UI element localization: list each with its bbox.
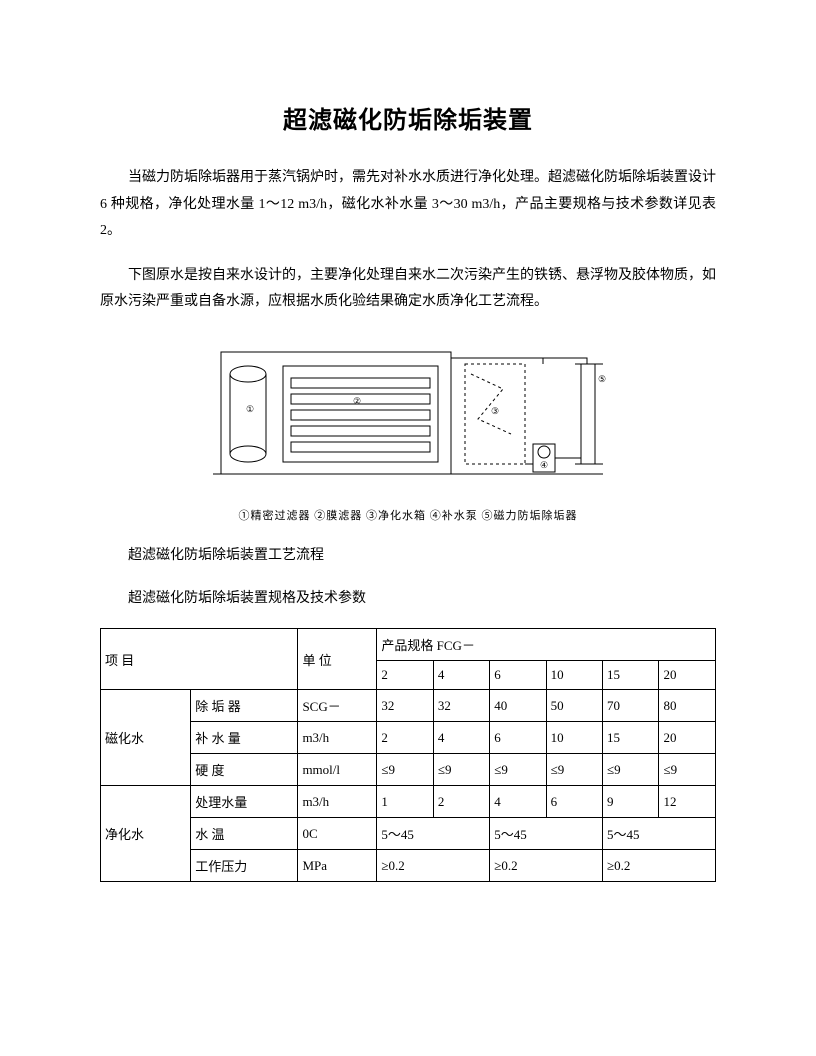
table-row: 补 水 量 m3/h 2 4 6 10 15 20 bbox=[101, 722, 716, 754]
row-unit: SCG－ bbox=[298, 690, 377, 722]
cell: ≥0.2 bbox=[377, 850, 490, 882]
cell: ≤9 bbox=[546, 754, 602, 786]
cell: 70 bbox=[603, 690, 659, 722]
cell: ≤9 bbox=[659, 754, 716, 786]
cell: 2 bbox=[377, 722, 433, 754]
page-title: 超滤磁化防垢除垢装置 bbox=[100, 100, 716, 135]
row-label: 硬 度 bbox=[191, 754, 298, 786]
spec-table: 项 目 单 位 产品规格 FCG－ 2 4 6 10 15 20 磁化水 除 垢… bbox=[100, 628, 716, 882]
row-label: 补 水 量 bbox=[191, 722, 298, 754]
cell: 9 bbox=[603, 786, 659, 818]
group-name: 磁化水 bbox=[101, 690, 191, 786]
svg-text:①: ① bbox=[246, 404, 254, 414]
cell: 15 bbox=[603, 722, 659, 754]
cell: 80 bbox=[659, 690, 716, 722]
group-name: 净化水 bbox=[101, 786, 191, 882]
header-col: 15 bbox=[603, 661, 659, 690]
cell: 12 bbox=[659, 786, 716, 818]
svg-text:②: ② bbox=[353, 396, 361, 406]
header-col: 10 bbox=[546, 661, 602, 690]
cell: ≤9 bbox=[603, 754, 659, 786]
header-col: 2 bbox=[377, 661, 433, 690]
cell: 4 bbox=[490, 786, 546, 818]
row-label: 水 温 bbox=[191, 818, 298, 850]
table-row: 净化水 处理水量 m3/h 1 2 4 6 9 12 bbox=[101, 786, 716, 818]
process-diagram: ① ② ③ ④ ⑤ bbox=[100, 334, 716, 499]
table-row: 水 温 0C 5～45 5～45 5～45 bbox=[101, 818, 716, 850]
header-project: 项 目 bbox=[101, 629, 298, 690]
table-row: 项 目 单 位 产品规格 FCG－ bbox=[101, 629, 716, 661]
table-row: 磁化水 除 垢 器 SCG－ 32 32 40 50 70 80 bbox=[101, 690, 716, 722]
header-col: 20 bbox=[659, 661, 716, 690]
table-row: 硬 度 mmol/l ≤9 ≤9 ≤9 ≤9 ≤9 ≤9 bbox=[101, 754, 716, 786]
cell: 50 bbox=[546, 690, 602, 722]
cell: 20 bbox=[659, 722, 716, 754]
cell: 32 bbox=[433, 690, 489, 722]
svg-text:③: ③ bbox=[491, 406, 499, 416]
svg-text:⑤: ⑤ bbox=[598, 374, 606, 384]
subheading-spec: 超滤磁化防垢除垢装置规格及技术参数 bbox=[100, 586, 716, 613]
cell: 6 bbox=[546, 786, 602, 818]
paragraph-1: 当磁力防垢除垢器用于蒸汽锅炉时，需先对补水水质进行净化处理。超滤磁化防垢除垢装置… bbox=[100, 165, 716, 245]
cell: 5～45 bbox=[603, 818, 716, 850]
header-spec-group: 产品规格 FCG－ bbox=[377, 629, 716, 661]
cell: 5～45 bbox=[490, 818, 603, 850]
paragraph-2: 下图原水是按自来水设计的，主要净化处理自来水二次污染产生的铁锈、悬浮物及胶体物质… bbox=[100, 263, 716, 316]
cell: 5～45 bbox=[377, 818, 490, 850]
row-unit: m3/h bbox=[298, 786, 377, 818]
document-page: 超滤磁化防垢除垢装置 当磁力防垢除垢器用于蒸汽锅炉时，需先对补水水质进行净化处理… bbox=[0, 0, 816, 1056]
row-label: 除 垢 器 bbox=[191, 690, 298, 722]
process-diagram-svg: ① ② ③ ④ ⑤ bbox=[203, 334, 613, 494]
cell: ≤9 bbox=[377, 754, 433, 786]
cell: 32 bbox=[377, 690, 433, 722]
row-unit: m3/h bbox=[298, 722, 377, 754]
cell: ≥0.2 bbox=[603, 850, 716, 882]
header-col: 6 bbox=[490, 661, 546, 690]
cell: 2 bbox=[433, 786, 489, 818]
row-unit: 0C bbox=[298, 818, 377, 850]
header-col: 4 bbox=[433, 661, 489, 690]
cell: 1 bbox=[377, 786, 433, 818]
row-unit: MPa bbox=[298, 850, 377, 882]
row-label: 处理水量 bbox=[191, 786, 298, 818]
table-row: 工作压力 MPa ≥0.2 ≥0.2 ≥0.2 bbox=[101, 850, 716, 882]
svg-text:④: ④ bbox=[540, 460, 548, 470]
cell: ≤9 bbox=[490, 754, 546, 786]
cell: ≥0.2 bbox=[490, 850, 603, 882]
cell: 10 bbox=[546, 722, 602, 754]
diagram-caption: ①精密过滤器 ②膜滤器 ③净化水箱 ④补水泵 ⑤磁力防垢除垢器 bbox=[100, 507, 716, 523]
row-unit: mmol/l bbox=[298, 754, 377, 786]
cell: ≤9 bbox=[433, 754, 489, 786]
cell: 40 bbox=[490, 690, 546, 722]
cell: 4 bbox=[433, 722, 489, 754]
header-unit: 单 位 bbox=[298, 629, 377, 690]
subheading-flow: 超滤磁化防垢除垢装置工艺流程 bbox=[100, 543, 716, 570]
row-label: 工作压力 bbox=[191, 850, 298, 882]
cell: 6 bbox=[490, 722, 546, 754]
